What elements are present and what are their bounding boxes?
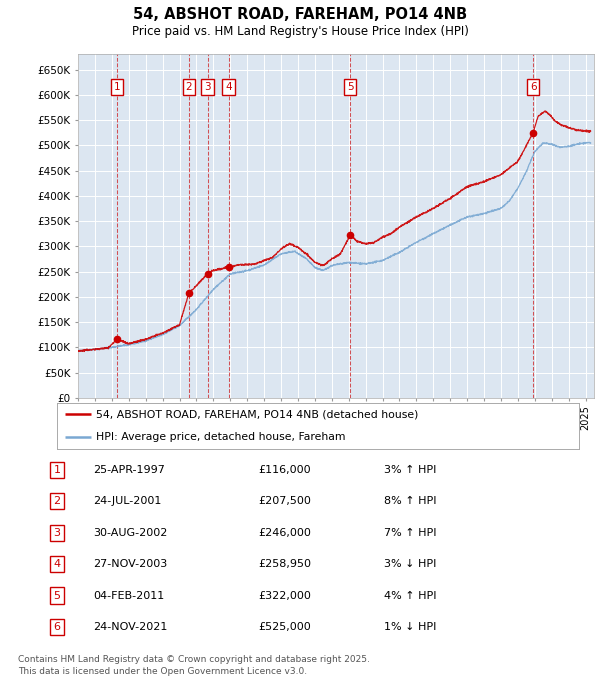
Text: 4: 4 xyxy=(53,559,61,569)
Text: Contains HM Land Registry data © Crown copyright and database right 2025.: Contains HM Land Registry data © Crown c… xyxy=(18,655,370,664)
Text: 24-JUL-2001: 24-JUL-2001 xyxy=(93,496,161,507)
Text: 54, ABSHOT ROAD, FAREHAM, PO14 4NB (detached house): 54, ABSHOT ROAD, FAREHAM, PO14 4NB (deta… xyxy=(96,409,419,419)
Text: 27-NOV-2003: 27-NOV-2003 xyxy=(93,559,167,569)
Text: £322,000: £322,000 xyxy=(258,590,311,600)
Text: 3% ↓ HPI: 3% ↓ HPI xyxy=(384,559,436,569)
Text: 6: 6 xyxy=(530,82,536,92)
Text: £525,000: £525,000 xyxy=(258,622,311,632)
Text: £207,500: £207,500 xyxy=(258,496,311,507)
Text: 2: 2 xyxy=(53,496,61,507)
Text: 7% ↑ HPI: 7% ↑ HPI xyxy=(384,528,437,538)
Text: 1: 1 xyxy=(114,82,121,92)
Text: 1: 1 xyxy=(53,465,61,475)
Text: £246,000: £246,000 xyxy=(258,528,311,538)
Text: 04-FEB-2011: 04-FEB-2011 xyxy=(93,590,164,600)
Text: £258,950: £258,950 xyxy=(258,559,311,569)
Text: 5: 5 xyxy=(347,82,353,92)
Text: 3% ↑ HPI: 3% ↑ HPI xyxy=(384,465,436,475)
Text: 8% ↑ HPI: 8% ↑ HPI xyxy=(384,496,437,507)
Text: 25-APR-1997: 25-APR-1997 xyxy=(93,465,165,475)
Text: HPI: Average price, detached house, Fareham: HPI: Average price, detached house, Fare… xyxy=(96,432,346,442)
Text: 24-NOV-2021: 24-NOV-2021 xyxy=(93,622,167,632)
Text: 4% ↑ HPI: 4% ↑ HPI xyxy=(384,590,437,600)
Text: 54, ABSHOT ROAD, FAREHAM, PO14 4NB: 54, ABSHOT ROAD, FAREHAM, PO14 4NB xyxy=(133,7,467,22)
Text: 30-AUG-2002: 30-AUG-2002 xyxy=(93,528,167,538)
Text: This data is licensed under the Open Government Licence v3.0.: This data is licensed under the Open Gov… xyxy=(18,667,307,677)
Text: 1% ↓ HPI: 1% ↓ HPI xyxy=(384,622,436,632)
Text: 2: 2 xyxy=(185,82,192,92)
Text: 3: 3 xyxy=(53,528,61,538)
Text: 5: 5 xyxy=(53,590,61,600)
Text: 4: 4 xyxy=(225,82,232,92)
Text: £116,000: £116,000 xyxy=(258,465,311,475)
Text: 3: 3 xyxy=(204,82,211,92)
Text: 6: 6 xyxy=(53,622,61,632)
Text: Price paid vs. HM Land Registry's House Price Index (HPI): Price paid vs. HM Land Registry's House … xyxy=(131,25,469,38)
